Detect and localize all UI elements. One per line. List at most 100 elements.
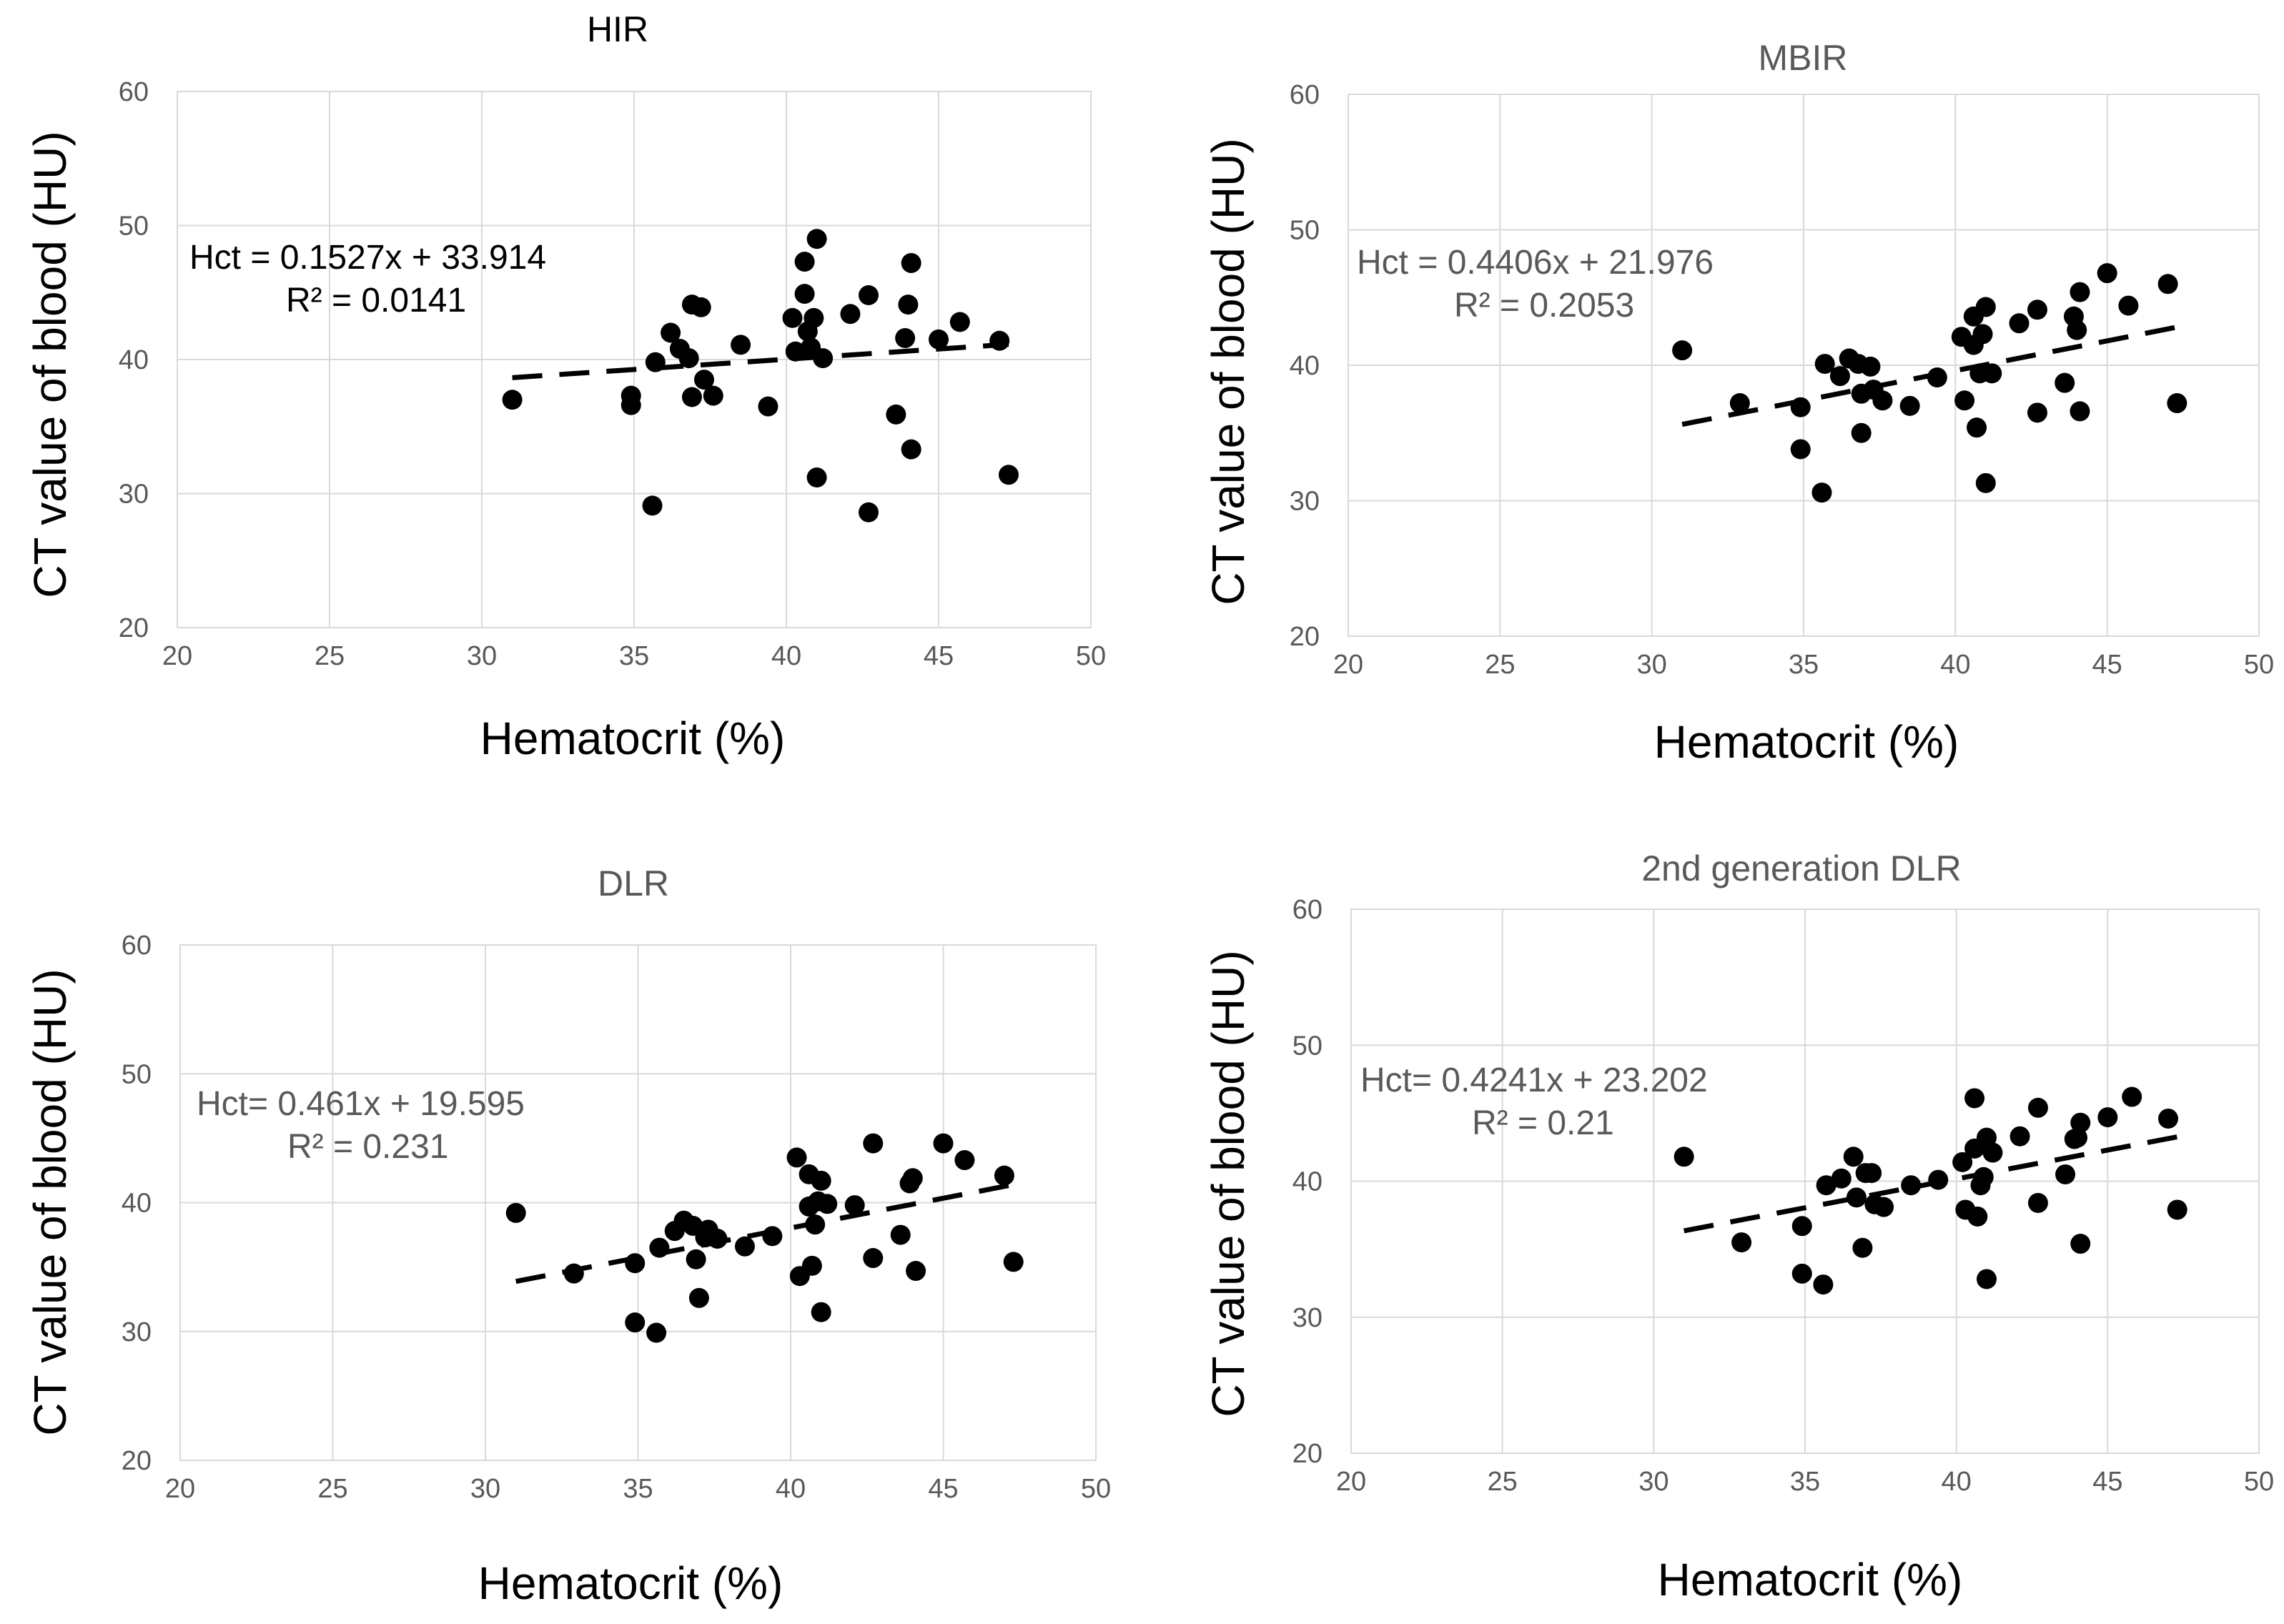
data-point: [1952, 1152, 1973, 1172]
data-point: [758, 396, 778, 417]
trendline-hir: [512, 342, 1009, 380]
x-tick-label: 20: [165, 1474, 195, 1504]
data-point: [1846, 1187, 1867, 1208]
x-tick-label: 30: [470, 1474, 500, 1504]
data-point: [625, 1253, 646, 1274]
data-point: [563, 1263, 584, 1284]
data-point: [1899, 395, 1920, 416]
data-point: [686, 1249, 706, 1269]
y-axis-label-mbir: CT value of blood (HU): [1202, 138, 1254, 605]
data-point: [1862, 1163, 1882, 1184]
data-point: [785, 341, 806, 362]
x-tick-label: 40: [1942, 1467, 1972, 1497]
data-point: [1967, 1206, 1988, 1227]
x-axis-label-hir: Hematocrit (%): [480, 713, 786, 764]
data-point: [1982, 1142, 2003, 1163]
data-point: [2097, 263, 2117, 284]
x-ticks-2nd-generation-dlr: 20 25 30 35 40 45 50: [1336, 1467, 2274, 1497]
x-tick-label: 35: [1789, 650, 1819, 680]
data-point: [1672, 340, 1693, 361]
equation-hir: Hct = 0.1527x + 33.914: [189, 239, 546, 277]
data-point: [1813, 1274, 1834, 1295]
data-point: [1975, 297, 1996, 317]
x-tick-label: 20: [162, 641, 192, 671]
data-point: [929, 329, 949, 350]
y-tick-label: 60: [122, 931, 152, 961]
data-point: [906, 1261, 926, 1282]
data-point: [2070, 1234, 2091, 1254]
data-point: [840, 304, 861, 325]
x-tick-label: 30: [1637, 650, 1667, 680]
data-point: [1954, 390, 1975, 411]
y-axis-label-hir: CT value of blood (HU): [24, 131, 76, 598]
data-point: [2158, 1108, 2178, 1129]
x-tick-label: 50: [1081, 1474, 1111, 1504]
data-point: [1729, 393, 1750, 414]
y-axis-label-2nd-generation-dlr: CT value of blood (HU): [1202, 950, 1254, 1417]
y-tick-label: 50: [119, 212, 149, 242]
equation-mbir: Hct = 0.4406x + 21.976: [1357, 244, 1714, 282]
equation-2nd-generation-dlr: Hct= 0.4241x + 23.202: [1360, 1061, 1708, 1099]
data-point: [621, 395, 641, 415]
data-point: [933, 1133, 954, 1154]
data-point: [2027, 1097, 2048, 1118]
data-point: [688, 1287, 709, 1308]
data-point: [1003, 1252, 1024, 1272]
x-tick-label: 30: [467, 641, 497, 671]
data-point: [1829, 366, 1850, 387]
x-tick-label: 50: [2244, 1467, 2274, 1497]
data-point: [505, 1202, 526, 1223]
data-point: [734, 1236, 755, 1257]
data-point: [1843, 1147, 1864, 1167]
data-point: [703, 385, 723, 406]
panel-grid-2nd-generation-dlr: [1350, 908, 2260, 1454]
data-point: [2055, 1164, 2076, 1184]
x-tick-label: 40: [776, 1474, 806, 1504]
data-point: [649, 1237, 670, 1258]
plot-frame: [179, 944, 1097, 1461]
data-point: [1831, 1168, 1852, 1189]
x-ticks-dlr: 20 25 30 35 40 45 50: [165, 1474, 1111, 1504]
data-point: [2070, 282, 2090, 302]
panel-2nd-generation-dlr: 2nd generation DLR 20 30 40 50 60 20 25 30 35 40…: [1202, 848, 2274, 1605]
plot-frame: [1350, 908, 2260, 1454]
data-point: [901, 253, 921, 273]
y-tick-label: 30: [122, 1317, 152, 1347]
data-point: [811, 1302, 831, 1322]
y-tick-label: 60: [1292, 895, 1323, 925]
data-point: [1973, 1167, 1994, 1187]
y-ticks-dlr: 20 30 40 50 60: [122, 931, 152, 1476]
y-tick-label: 20: [119, 613, 149, 643]
x-tick-label: 40: [1940, 650, 1970, 680]
data-point: [642, 495, 663, 516]
r-squared-hir: R² = 0.0141: [286, 282, 466, 320]
data-points-2nd-generation-dlr: [1674, 1086, 2187, 1295]
data-point: [1872, 390, 1893, 411]
trendline-hir: [512, 342, 1009, 380]
panel-grid-mbir: [1348, 94, 2260, 637]
data-point: [817, 1194, 838, 1214]
x-tick-label: 40: [771, 641, 801, 671]
y-tick-label: 40: [119, 345, 149, 375]
r-squared-2nd-generation-dlr: R² = 0.21: [1472, 1104, 1614, 1142]
data-point: [2009, 1126, 2030, 1147]
data-point: [801, 1255, 822, 1276]
y-tick-label: 40: [1292, 1167, 1323, 1197]
panel-title-mbir: MBIR: [1759, 38, 1848, 78]
data-point: [794, 284, 815, 304]
y-tick-label: 40: [1290, 351, 1320, 381]
data-point: [1975, 472, 1996, 493]
data-point: [1811, 482, 1832, 503]
data-point: [691, 297, 711, 317]
data-point: [2009, 313, 2030, 334]
x-tick-label: 25: [1485, 650, 1515, 680]
data-point: [895, 328, 916, 348]
data-point: [786, 1147, 807, 1168]
data-point: [1860, 356, 1881, 377]
data-point: [1928, 1169, 1949, 1190]
data-point: [2070, 401, 2090, 422]
data-point: [890, 1224, 911, 1245]
x-axis-label-mbir: Hematocrit (%): [1654, 716, 1959, 768]
data-point: [1790, 397, 1811, 417]
data-point: [645, 352, 666, 372]
